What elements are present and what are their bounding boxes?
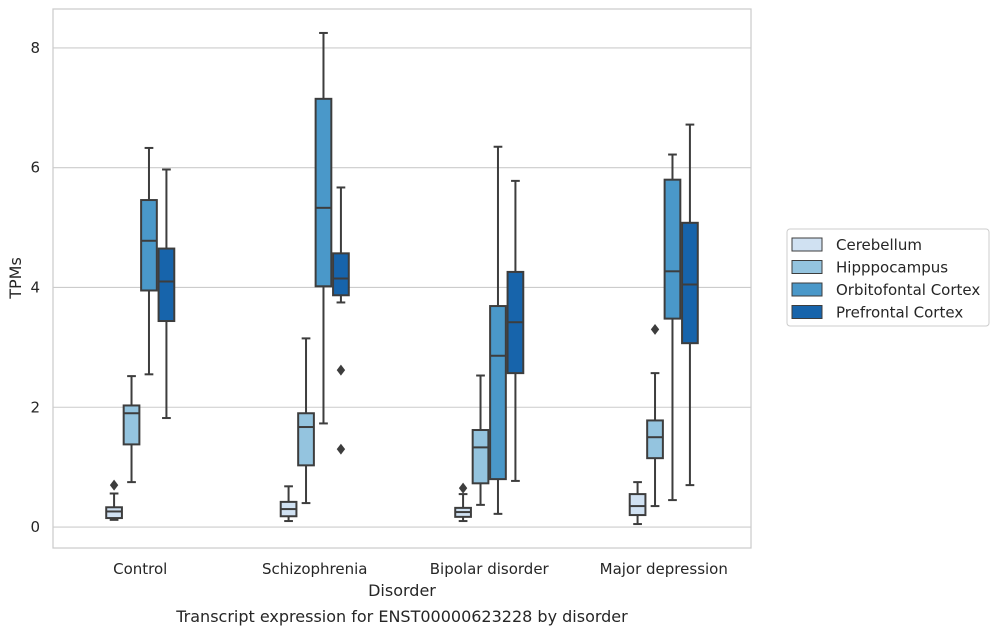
- y-tick-label: 0: [30, 518, 40, 536]
- y-tick-label: 8: [30, 39, 40, 57]
- box-body: [105, 506, 123, 520]
- box-prefrontal-cortex: [681, 123, 699, 487]
- x-tick-label: Schizophrenia: [262, 560, 367, 578]
- legend-label: Orbitofontal Cortex: [836, 281, 980, 299]
- box-body: [628, 493, 647, 517]
- box-prefrontal-cortex: [506, 179, 525, 482]
- y-axis-label: TPMs: [6, 257, 25, 300]
- box-cerebellum: [454, 482, 472, 523]
- legend-frame: [786, 228, 990, 327]
- outlier-point: [458, 482, 468, 494]
- box-orbitofontal-cortex: [314, 31, 333, 425]
- box-body: [332, 252, 350, 297]
- legend-swatch: [791, 282, 823, 297]
- legend-label: Cerebellum: [836, 236, 922, 254]
- box-prefrontal-cortex: [157, 168, 176, 420]
- box-prefrontal-cortex: [332, 186, 350, 455]
- x-axis-label: Disorder: [368, 581, 436, 600]
- box-orbitofontal-cortex: [489, 145, 507, 515]
- box-body: [297, 412, 315, 467]
- box-body: [471, 429, 490, 485]
- outlier-point: [109, 479, 119, 491]
- box-body: [140, 199, 158, 292]
- box-hipppocampus: [646, 323, 664, 508]
- box-hipppocampus: [122, 375, 141, 484]
- x-tick-label: Bipolar disorder: [430, 560, 550, 578]
- y-tick-label: 2: [30, 398, 40, 416]
- outlier-point: [336, 443, 346, 455]
- box-hipppocampus: [297, 337, 315, 505]
- box-body: [681, 221, 699, 345]
- box-orbitofontal-cortex: [140, 146, 158, 376]
- legend-swatch: [791, 260, 823, 274]
- outlier-point: [336, 364, 346, 376]
- box-body: [122, 404, 141, 446]
- x-tick-labels: Control Schizophrenia Bipolar disorder Majo…: [113, 560, 728, 578]
- box-body: [646, 419, 664, 460]
- box-cerebellum: [279, 485, 298, 523]
- legend-swatch: [791, 237, 823, 252]
- outlier-point: [650, 323, 660, 335]
- y-tick-label: 6: [30, 159, 40, 177]
- box-body: [489, 305, 507, 481]
- box-cerebellum: [105, 479, 123, 521]
- x-tick-label: Control: [113, 560, 167, 578]
- box-orbitofontal-cortex: [663, 153, 682, 502]
- y-tick-label: 4: [30, 278, 40, 296]
- legend-label: Prefrontal Cortex: [836, 304, 963, 322]
- legend: Cerebellum Hipppocampus Orbitofontal Corte…: [786, 228, 990, 327]
- box-body: [663, 178, 682, 320]
- box-body: [314, 97, 333, 288]
- box-hipppocampus: [471, 374, 490, 506]
- box-body: [157, 247, 176, 323]
- x-tick-label: Major depression: [600, 560, 728, 578]
- legend-swatch: [791, 305, 823, 319]
- legend-label: Hipppocampus: [836, 259, 948, 277]
- plot-frame: [52, 8, 752, 549]
- box-cerebellum: [628, 481, 647, 526]
- y-tick-labels: 0 2 4 6 8: [30, 39, 40, 536]
- chart-caption: Transcript expression for ENST0000062322…: [175, 607, 628, 626]
- box-groups: [105, 31, 699, 526]
